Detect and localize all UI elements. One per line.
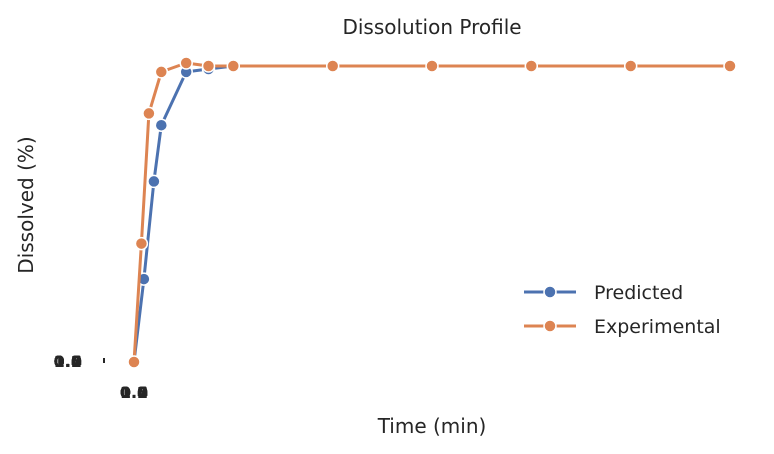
data-point — [425, 59, 439, 73]
series-layer — [127, 56, 737, 369]
data-point — [226, 59, 241, 73]
legend-swatch-marker — [543, 319, 557, 333]
y-tick-label: 1.0 — [54, 352, 82, 371]
series-predicted — [127, 59, 241, 369]
data-point — [127, 355, 141, 369]
data-point — [524, 59, 539, 73]
legend-item: Predicted — [524, 282, 683, 304]
legend-item: Experimental — [524, 316, 721, 338]
data-point — [623, 59, 638, 73]
x-tick-label: 1.0 — [120, 383, 148, 402]
x-tick-label: 0.4 — [120, 383, 148, 402]
x-tick-label: 0.2 — [120, 383, 148, 402]
x-ticks: 0.00.20.40.60.81.0 — [120, 383, 148, 402]
legend: Predicted Experimental — [524, 282, 721, 338]
x-tick-label: 0.6 — [120, 383, 148, 402]
y-tick-label: 0.4 — [54, 352, 82, 371]
data-point — [134, 236, 149, 251]
chart-title: Dissolution Profile — [342, 15, 521, 39]
x-tick-label: 0.8 — [120, 383, 148, 402]
data-point — [201, 59, 216, 73]
legend-swatch-marker — [543, 285, 557, 299]
series-experimental — [127, 56, 737, 369]
series-line — [132, 61, 732, 364]
x-axis-label: Time (min) — [377, 414, 487, 438]
y-tick-label: 0.6 — [54, 352, 82, 371]
data-point — [325, 59, 340, 73]
data-point — [154, 118, 169, 132]
y-tick-label: 0.2 — [54, 352, 82, 371]
legend-label: Predicted — [594, 282, 683, 304]
data-point — [142, 106, 156, 121]
data-point — [723, 59, 737, 73]
data-point — [154, 65, 169, 79]
data-point — [179, 56, 193, 70]
x-tick-label: 0.0 — [120, 383, 148, 402]
y-tick-label: 0.0 — [54, 352, 82, 371]
data-point — [147, 174, 161, 189]
y-ticks: 0.00.20.40.60.81.0 — [54, 352, 82, 371]
legend-label: Experimental — [594, 316, 721, 338]
y-tick-label: 0.8 — [54, 352, 82, 371]
y-axis-label: Dissolved (%) — [14, 136, 38, 273]
